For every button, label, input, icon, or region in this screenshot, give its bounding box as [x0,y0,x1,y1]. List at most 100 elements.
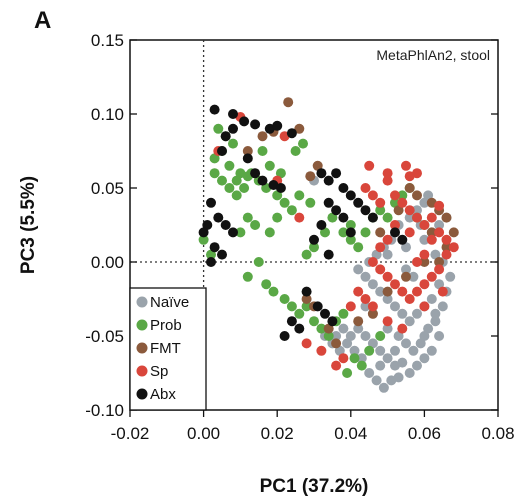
data-point-fmt-25 [257,131,268,142]
data-point-abx-20 [198,227,209,238]
data-point-nave-32 [375,286,386,297]
data-point-abx-16 [213,212,224,223]
data-point-abx-5 [272,120,283,131]
data-point-prob-17 [231,190,242,201]
data-point-sp-21 [412,286,422,297]
data-point-nave-28 [404,316,415,327]
data-point-prob-67 [294,190,305,201]
data-point-prob-16 [224,183,235,193]
data-point-prob-24 [253,257,264,267]
data-point-fmt-14 [382,286,393,297]
data-point-nave-16 [393,331,404,341]
data-point-prob-57 [320,227,330,238]
panel-label: A [34,7,51,34]
data-point-abx-23 [206,257,216,267]
data-point-prob-29 [286,301,297,312]
data-point-abx-15 [206,197,216,208]
data-point-abx-18 [228,227,238,238]
data-point-sp-23 [397,286,408,297]
data-point-nave-15 [382,323,393,334]
y-tick-label-3: 0.00 [91,253,124,272]
data-point-sp-42 [338,353,349,364]
y-tick-label-5: -0.10 [85,401,124,420]
data-point-prob-13 [272,190,283,201]
legend-label-nave: Naïve [150,294,189,311]
data-point-fmt-21 [375,227,386,238]
data-point-nave-14 [331,331,342,341]
data-point-prob-22 [272,212,283,223]
data-point-abx-10 [242,153,253,164]
legend-label-abx: Abx [150,386,176,403]
data-point-prob-42 [257,146,268,156]
data-point-abx-28 [345,190,356,201]
data-point-prob-60 [364,345,375,356]
data-point-fmt-0 [283,97,294,108]
data-point-sp-35 [412,257,422,267]
annotation-label: MetaPhlAn2, stool [376,47,490,63]
data-point-abx-34 [338,212,349,223]
data-point-abx-22 [217,249,227,260]
data-point-prob-68 [305,197,316,208]
data-point-nave-71 [423,190,434,201]
data-point-nave-64 [430,316,441,327]
data-point-sp-37 [426,212,437,223]
data-point-prob-37 [235,227,246,238]
data-point-prob-64 [375,331,386,341]
data-point-fmt-23 [426,227,437,238]
data-point-prob-26 [261,279,272,290]
x-tick-label-5: 0.08 [481,424,514,443]
data-point-nave-25 [426,294,437,304]
data-point-sp-22 [404,294,415,304]
data-point-sp-43 [331,360,342,371]
data-point-abx-45 [279,331,290,341]
data-point-nave-10 [360,331,371,341]
data-point-nave-33 [367,279,378,290]
data-point-sp-49 [419,301,430,312]
data-point-sp-41 [345,301,356,312]
data-point-prob-41 [298,138,308,149]
data-point-abx-12 [257,175,268,186]
data-point-fmt-9 [441,212,452,223]
data-point-abx-30 [360,205,371,216]
data-point-nave-0 [367,338,378,349]
data-point-abx-8 [220,131,231,142]
data-point-nave-74 [360,301,371,312]
data-point-abx-46 [390,227,400,238]
data-point-abx-25 [323,175,334,186]
data-point-fmt-10 [448,227,459,238]
data-point-sp-12 [419,220,430,230]
data-point-prob-33 [316,323,327,334]
data-point-prob-49 [375,205,386,216]
data-point-abx-43 [294,323,305,334]
data-point-abx-33 [331,205,342,216]
data-point-prob-32 [309,316,319,327]
data-point-sp-29 [382,234,393,245]
data-point-prob-62 [349,353,360,364]
data-point-nave-7 [419,353,430,364]
data-point-abx-27 [338,183,349,193]
data-point-nave-53 [378,382,389,393]
data-point-sp-34 [404,227,415,238]
data-point-nave-52 [371,375,382,386]
data-point-nave-51 [364,368,375,378]
data-point-nave-39 [419,234,430,245]
data-point-prob-51 [390,197,400,208]
data-point-abx-32 [323,197,334,208]
data-point-sp-26 [375,264,386,275]
data-point-sp-11 [412,212,422,223]
data-point-nave-34 [360,271,371,282]
data-point-nave-38 [401,242,411,253]
data-point-sp-40 [353,286,364,297]
data-point-prob-65 [198,234,209,245]
legend-label-prob: Prob [150,317,182,334]
data-point-abx-26 [331,168,342,179]
data-point-abx-14 [275,183,286,193]
data-point-nave-44 [419,197,430,208]
data-point-prob-44 [345,234,356,245]
data-point-fmt-26 [242,146,253,156]
data-point-fmt-16 [353,316,364,327]
data-point-prob-58 [309,242,319,253]
data-point-nave-37 [382,249,393,260]
data-point-nave-22 [437,301,448,312]
